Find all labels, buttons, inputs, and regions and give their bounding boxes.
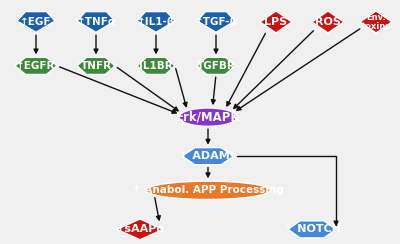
Text: ↑sAAPα: ↑sAAPα bbox=[116, 224, 164, 234]
Polygon shape bbox=[117, 219, 163, 240]
Text: TGFBR: TGFBR bbox=[196, 61, 236, 71]
Polygon shape bbox=[197, 11, 235, 32]
Ellipse shape bbox=[179, 108, 237, 126]
Text: TNFR: TNFR bbox=[80, 61, 112, 71]
Polygon shape bbox=[77, 57, 115, 74]
Text: ↑IL1-β: ↑IL1-β bbox=[137, 17, 175, 27]
Polygon shape bbox=[197, 57, 235, 74]
Polygon shape bbox=[17, 11, 55, 32]
Ellipse shape bbox=[146, 181, 270, 200]
Polygon shape bbox=[77, 11, 115, 32]
Text: ↑ NOTCH: ↑ NOTCH bbox=[284, 224, 340, 234]
Polygon shape bbox=[288, 221, 336, 238]
Text: IL1BR: IL1BR bbox=[139, 61, 173, 71]
Polygon shape bbox=[15, 57, 57, 74]
Text: Env.
toxins: Env. toxins bbox=[362, 13, 390, 31]
Text: ↑EGF: ↑EGF bbox=[20, 17, 52, 27]
Polygon shape bbox=[182, 148, 234, 165]
Text: ↑TNFα: ↑TNFα bbox=[76, 17, 116, 27]
Text: ↑TGF-β: ↑TGF-β bbox=[194, 17, 238, 27]
Text: ↑ Anabol. APP Processing: ↑ Anabol. APP Processing bbox=[132, 185, 284, 195]
Polygon shape bbox=[260, 11, 292, 33]
Text: ↑EGFR: ↑EGFR bbox=[16, 61, 56, 71]
Polygon shape bbox=[137, 57, 175, 74]
Text: LPS: LPS bbox=[264, 17, 288, 27]
Polygon shape bbox=[312, 11, 344, 33]
Polygon shape bbox=[137, 11, 175, 32]
Text: Erk/MAPK: Erk/MAPK bbox=[176, 111, 240, 124]
Text: ↑ ADAMs: ↑ ADAMs bbox=[179, 151, 237, 161]
Polygon shape bbox=[360, 11, 392, 33]
Text: ROS: ROS bbox=[315, 17, 341, 27]
